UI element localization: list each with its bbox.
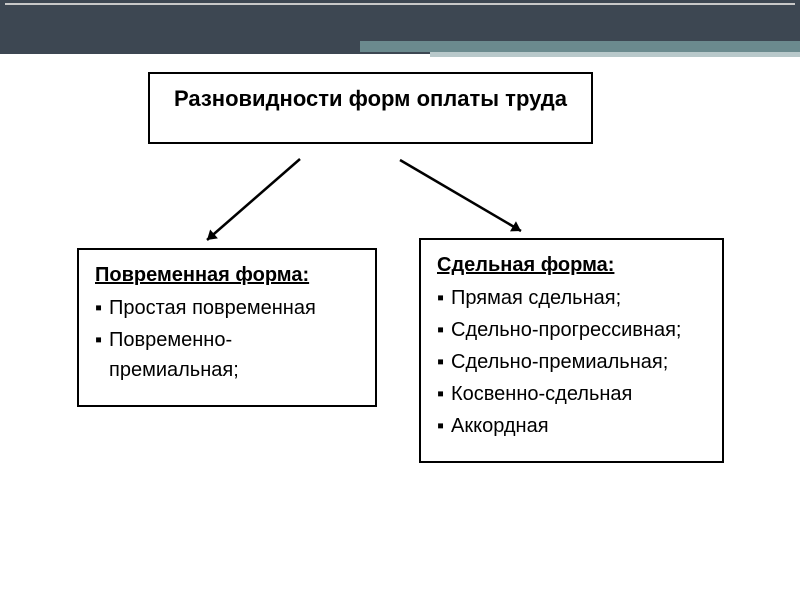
left-item: Повременно-премиальная; [95,325,359,385]
right-item: Аккордная [437,411,706,441]
right-heading: Сдельная форма: [437,254,706,277]
accent-bar-top [360,41,800,52]
left-box: Повременная форма: Простая повременная П… [77,248,377,407]
left-item: Простая повременная [95,293,359,323]
left-heading: Повременная форма: [95,264,359,287]
right-item: Сдельно-прогрессивная; [437,315,706,345]
right-list: Прямая сдельная; Сдельно-прогрессивная;С… [437,283,706,441]
right-item: Косвенно-сдельная [437,379,706,409]
accent-bar-bottom [430,52,800,57]
title-box: Разновидности форм оплаты труда [148,72,593,144]
right-box: Сдельная форма: Прямая сдельная; Сдельно… [419,238,724,463]
right-item: Прямая сдельная; [437,283,706,313]
header-line [5,3,795,5]
accent-bars [360,41,800,57]
right-item: Сдельно-премиальная; [437,347,706,377]
left-list: Простая повременная Повременно-премиальн… [95,293,359,385]
title-text: Разновидности форм оплаты труда [174,86,567,111]
